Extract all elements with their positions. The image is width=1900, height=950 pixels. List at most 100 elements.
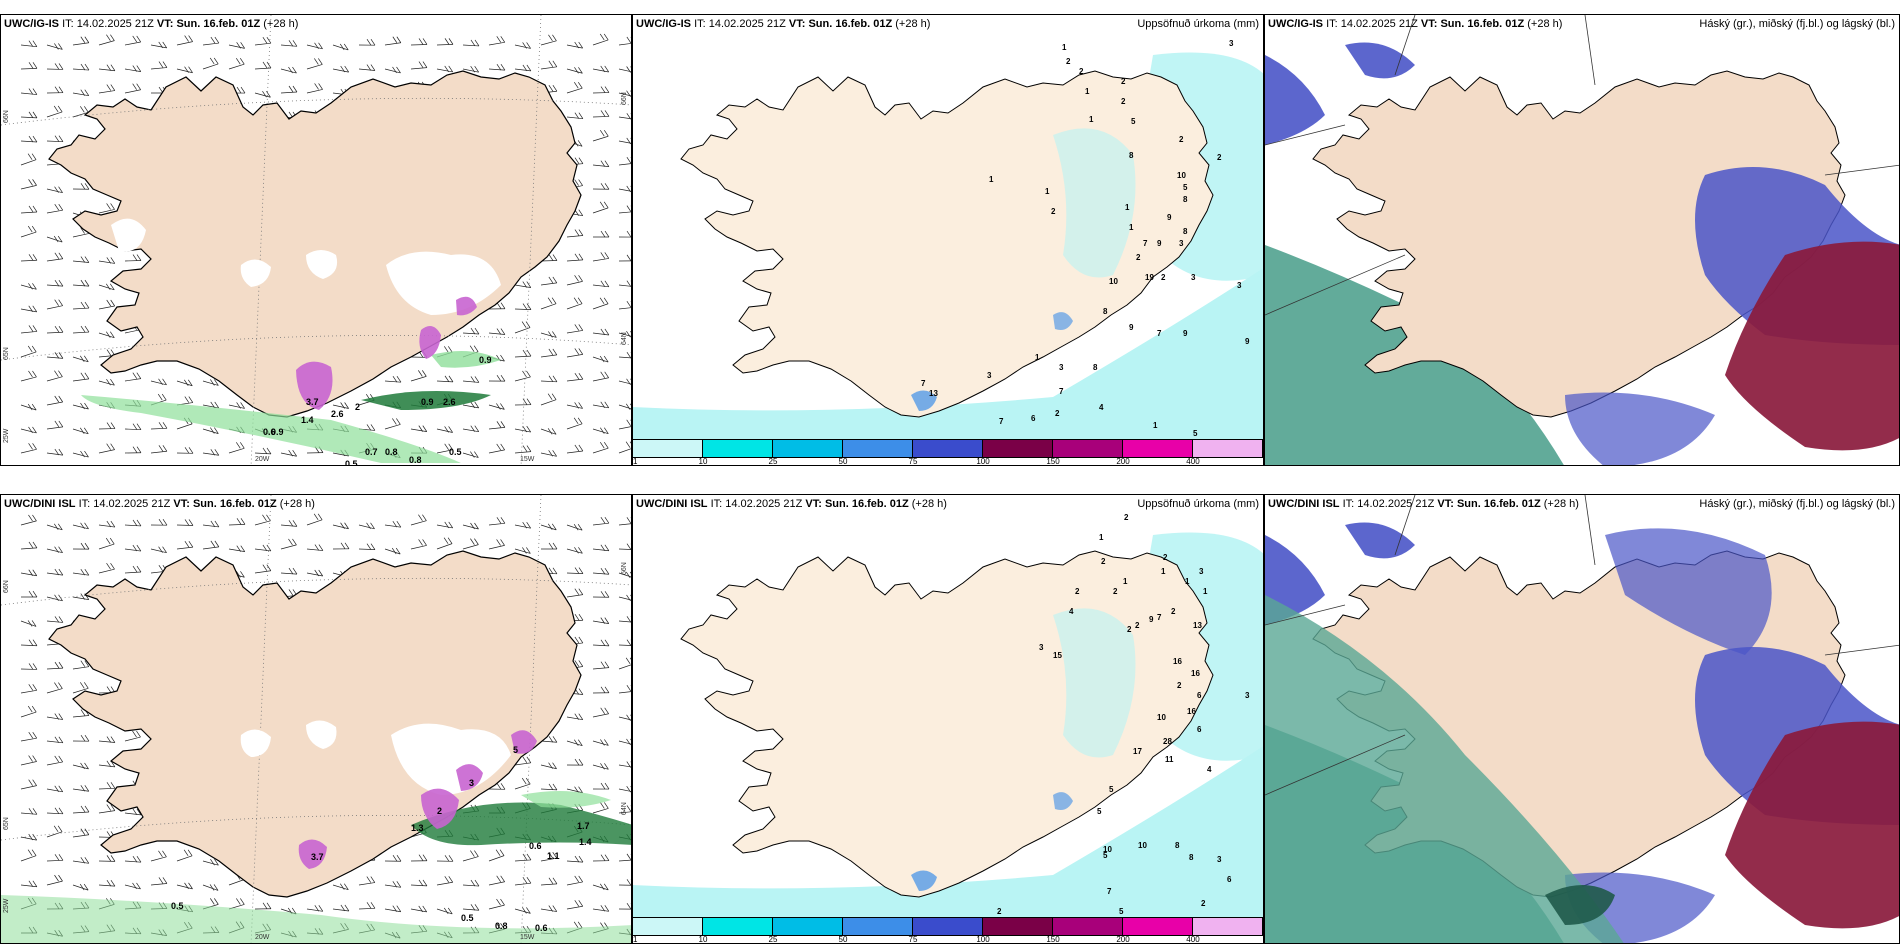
wind-barb-flag (28, 808, 34, 815)
wind-barb (72, 884, 89, 891)
wind-barb-flag (418, 61, 424, 68)
wind-barb (384, 908, 401, 913)
wind-barb-flag (106, 804, 112, 811)
wind-barb-flag (132, 83, 137, 90)
wind-barb-flag (604, 568, 610, 575)
wind-barb (436, 881, 453, 886)
wind-barb (410, 67, 427, 70)
high-cloud-area (1725, 241, 1899, 451)
wind-barb-flag (57, 523, 63, 530)
wind-barb-flag (600, 252, 606, 259)
wind-barb-flag (448, 855, 454, 862)
wind-barb (20, 140, 37, 143)
wind-barb-flag (32, 325, 38, 332)
wind-barb (20, 211, 37, 214)
wind-barb (332, 452, 349, 457)
wind-barb-flag (626, 156, 631, 164)
wind-barb-flag (574, 713, 580, 720)
precip-value-label: 10 (1138, 841, 1147, 850)
wind-barb-flag (84, 450, 89, 458)
precip-value-label: 0.6 (263, 427, 276, 437)
precip-value-label: 7 (1143, 239, 1148, 248)
wind-barb-flag (604, 802, 609, 809)
wind-barb (592, 447, 609, 454)
wind-barb-flag (422, 370, 427, 377)
wind-barb-flag (604, 86, 610, 93)
wind-barb-flag (626, 543, 631, 550)
wind-barb-flag (132, 544, 138, 552)
wind-barb-flag (552, 877, 558, 885)
colorbar-label: 50 (838, 935, 848, 944)
wind-barb (488, 904, 505, 910)
precip-value-label: 1 (1203, 587, 1208, 596)
colorbar-swatch (843, 918, 913, 935)
wind-barb (436, 68, 453, 73)
graticule (1, 15, 631, 465)
wind-barb (436, 428, 453, 433)
wind-barb (592, 808, 609, 814)
wind-barb (98, 90, 115, 94)
wind-barb-flag (448, 38, 454, 45)
precip-value-label: 2 (1135, 621, 1140, 630)
wind-barb-flag (626, 280, 631, 287)
wind-barb (618, 307, 631, 310)
wind-barb-flag (600, 854, 606, 861)
wind-barb-flag (574, 567, 580, 574)
wind-barb (98, 764, 115, 768)
wind-barb-flag (32, 514, 37, 522)
wind-barb-flag (158, 41, 164, 49)
wind-barb-flag (422, 539, 427, 546)
wind-barb-flag (626, 230, 631, 238)
wind-barb-flag (32, 254, 38, 261)
wind-barb (72, 764, 89, 770)
wind-barb (20, 644, 37, 647)
wind-barb-flag (578, 547, 583, 554)
wind-barb-flag (239, 57, 245, 65)
wind-barb-flag (392, 905, 398, 912)
precip-value-label: 7 (921, 379, 926, 388)
wind-barb-flag (552, 783, 558, 791)
wind-barb-flag (84, 857, 90, 864)
wind-barb (514, 548, 531, 554)
wind-barb (488, 332, 505, 335)
wind-barb-flag (340, 883, 345, 890)
panel-subtitle: Uppsöfnuð úrkoma (mm) (1137, 498, 1259, 510)
wind-barb-flag (626, 330, 631, 338)
wind-barb-flag (604, 230, 610, 238)
wind-barb (98, 209, 115, 214)
precip-area (1053, 792, 1073, 810)
wind-barb (306, 908, 323, 912)
wind-barb-flag (214, 859, 219, 866)
precip-value-label: 1 (1045, 187, 1050, 196)
wind-barb (488, 41, 505, 46)
wind-barb (618, 716, 631, 721)
wind-barb-flag (214, 898, 219, 905)
precip-value-label: 1 (1153, 421, 1158, 430)
wind-barb-flag (188, 66, 193, 73)
wind-barb-flag (58, 352, 64, 359)
wind-barb-flag (162, 445, 168, 452)
wind-barb-flag (80, 805, 86, 813)
wind-barb-flag (496, 443, 501, 451)
wind-barb-flag (626, 185, 631, 193)
wind-barb (462, 544, 479, 550)
wind-barb-flag (600, 401, 606, 409)
colorbar-swatch (913, 440, 983, 457)
wind-barb-flag (604, 252, 610, 259)
wind-barb (46, 880, 63, 886)
wind-barb-flag (343, 43, 349, 51)
front-line (1584, 495, 1596, 566)
wind-barb (124, 524, 141, 527)
wind-barb-flag (548, 567, 554, 575)
wind-barb (592, 68, 609, 73)
wind-barb (46, 859, 64, 862)
wind-barb-flag (629, 403, 631, 406)
wind-barb-flag (496, 783, 502, 790)
wind-barb-flag (574, 547, 579, 554)
mid-cloud-area (1605, 528, 1772, 655)
precip-value-label: 0.5 (461, 913, 474, 923)
wind-barb-flag (474, 401, 480, 409)
wind-barb-flag (578, 739, 583, 746)
wind-barb-flag (600, 639, 606, 647)
wind-barb-flag (184, 519, 190, 526)
